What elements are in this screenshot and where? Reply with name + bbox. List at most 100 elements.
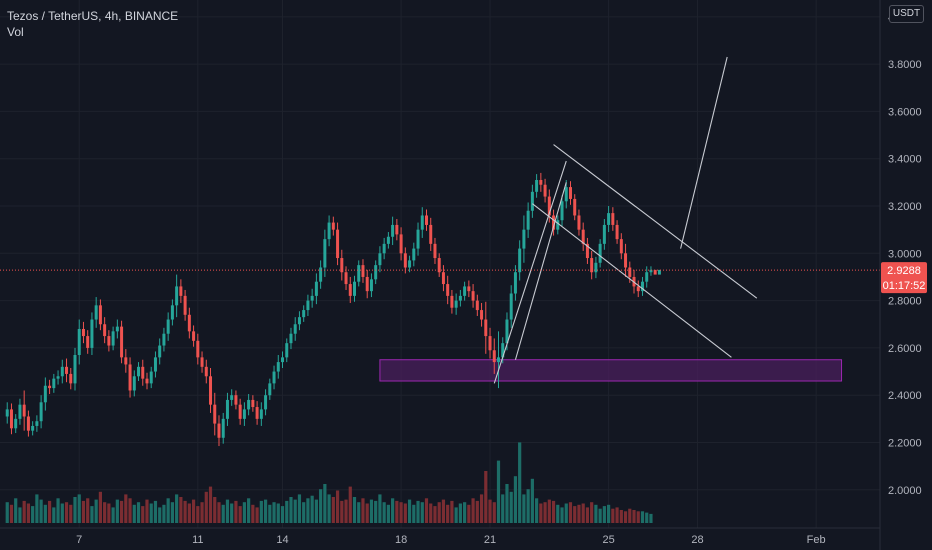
price-tick-label: 2.8000 <box>888 296 922 308</box>
price-tick-label: 3.2000 <box>888 201 922 213</box>
volume-bar <box>585 507 590 523</box>
currency-unit-badge[interactable]: USDT <box>889 5 924 23</box>
price-tick-label: 3.6000 <box>888 106 922 118</box>
volume-bar <box>158 507 162 523</box>
candle-body <box>437 258 441 273</box>
candle-body <box>590 258 594 273</box>
volume-bar <box>242 502 246 523</box>
volume-bar <box>183 500 187 523</box>
volume-bar <box>479 494 484 523</box>
volume-bar <box>568 502 573 523</box>
volume-bar <box>18 507 22 523</box>
volume-bar <box>234 500 238 523</box>
candle-body <box>501 343 505 358</box>
volume-bar <box>94 499 98 523</box>
volume-bar <box>179 497 183 523</box>
candle-body <box>556 220 560 230</box>
candle-body <box>611 213 615 225</box>
support-zone-rectangle[interactable] <box>379 359 843 382</box>
volume-bar <box>391 498 395 523</box>
candle-body <box>619 239 623 254</box>
volume-bar <box>551 500 556 523</box>
candle-body <box>547 196 551 216</box>
candle-body <box>615 224 619 240</box>
volume-bar <box>225 499 230 523</box>
time-tick-label: 25 <box>602 534 614 546</box>
volume-indicator-label[interactable]: Vol <box>7 25 24 39</box>
candle-body <box>230 395 234 400</box>
candle-body <box>69 373 73 384</box>
candle-body <box>221 418 225 438</box>
candle-body <box>153 357 157 372</box>
candle-body <box>60 366 64 377</box>
volume-bar <box>5 502 9 523</box>
volume-bar <box>433 506 437 523</box>
candle-body <box>505 319 509 344</box>
volume-bar <box>230 503 234 523</box>
volume-bar <box>598 508 602 523</box>
volume-bar <box>463 502 467 523</box>
volume-bar <box>484 471 488 523</box>
impulse-trendline[interactable] <box>514 182 567 360</box>
candle-body <box>293 324 297 334</box>
volume-bar <box>145 499 149 523</box>
candle-body <box>255 407 259 419</box>
price-tick-label: 2.4000 <box>888 390 922 402</box>
candle-body <box>420 215 424 230</box>
volume-bar <box>335 490 340 523</box>
volume-bar <box>280 506 285 523</box>
volume-bar <box>424 498 429 523</box>
volume-bar <box>263 499 268 523</box>
candle-body <box>285 343 289 358</box>
candle-body <box>310 295 314 301</box>
candle-body <box>272 371 276 384</box>
volume-bar <box>547 499 551 523</box>
volume-bar <box>119 500 124 523</box>
volume-bar <box>420 502 424 523</box>
candle-body <box>657 269 661 275</box>
breakout-projection-line[interactable] <box>680 56 728 249</box>
volume-bar <box>9 504 14 523</box>
volume-bar <box>128 498 132 523</box>
volume-bar <box>509 491 513 523</box>
volume-bar <box>522 494 526 523</box>
candle-body <box>539 180 543 185</box>
candle-body <box>251 399 255 408</box>
channel-upper-trendline[interactable] <box>553 144 758 299</box>
impulse-trendline[interactable] <box>493 160 567 384</box>
volume-bar <box>535 498 539 523</box>
volume-bar <box>31 506 35 523</box>
candle-body <box>14 418 18 429</box>
volume-bar <box>331 497 335 523</box>
volume-bar <box>645 512 649 523</box>
volume-bar <box>636 511 640 523</box>
candle-body <box>403 253 407 268</box>
candle-body <box>463 286 467 296</box>
volume-bar <box>492 502 496 523</box>
volume-bar <box>86 498 90 523</box>
volume-bar <box>530 478 534 523</box>
support-zone-layer[interactable] <box>379 359 843 382</box>
volume-bar <box>141 506 145 523</box>
volume-bar <box>196 506 200 523</box>
channel-lower-trendline[interactable] <box>532 203 732 358</box>
volume-bar <box>450 500 454 523</box>
price-tick-label: 3.0000 <box>888 248 922 260</box>
candle-body <box>259 409 263 419</box>
price-tick-label: 3.4000 <box>888 154 922 166</box>
price-tick-label: 2.0000 <box>888 485 922 497</box>
candle-body <box>344 272 348 285</box>
volume-bar <box>607 504 611 523</box>
candle-body <box>209 376 213 405</box>
candle-body <box>471 291 475 301</box>
volume-bar <box>14 498 18 523</box>
candle-body <box>302 310 306 318</box>
volume-bar <box>319 489 323 523</box>
trendline-drawings[interactable] <box>493 56 758 384</box>
candle-body <box>513 272 517 294</box>
chart-title[interactable]: Tezos / TetherUS, 4h, BINANCE <box>7 9 179 23</box>
candle-body <box>560 201 564 221</box>
candle-body <box>18 404 22 419</box>
